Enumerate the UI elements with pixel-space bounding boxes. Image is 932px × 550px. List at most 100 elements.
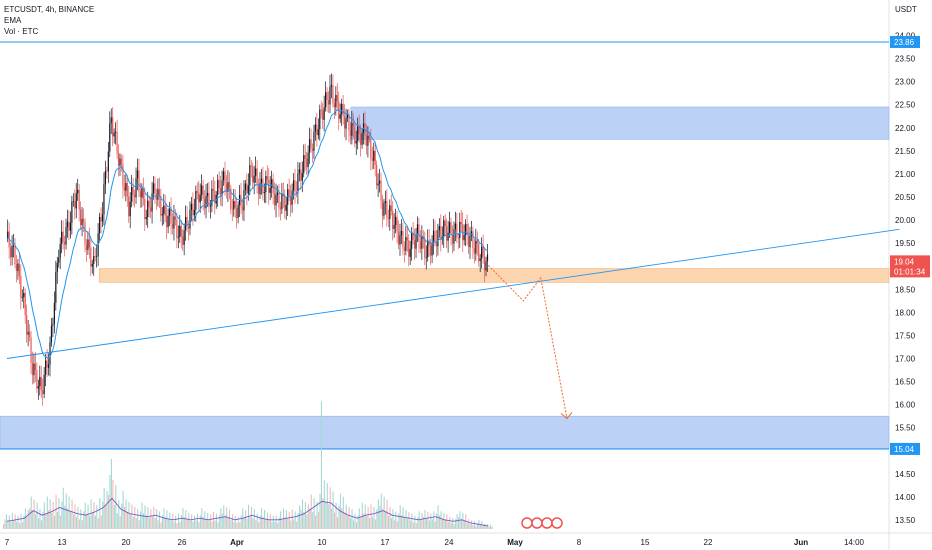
candle-body <box>71 201 73 223</box>
candle-body <box>288 189 290 197</box>
volume-bar <box>341 508 343 529</box>
candle-body <box>160 196 162 216</box>
countdown-text: 01:01:34 <box>894 267 926 276</box>
volume-bar <box>256 513 258 529</box>
volume-bar <box>318 511 320 529</box>
candle-body <box>409 248 411 257</box>
time-tick-label: 15 <box>641 538 650 547</box>
volume-bar <box>430 513 432 529</box>
symbol-label[interactable]: ETCUSDT, 4h, BINANCE <box>4 5 95 14</box>
volume-bar <box>116 513 118 529</box>
volume-bar <box>108 494 110 529</box>
volume-bar <box>175 515 177 529</box>
volume-bar <box>77 506 79 529</box>
volume-bar <box>405 510 407 529</box>
volume-bar <box>99 498 101 529</box>
volume-bar <box>300 509 302 529</box>
volume-bar <box>290 520 292 529</box>
volume-bar <box>176 523 178 529</box>
candle-body <box>370 138 372 159</box>
candle-body <box>432 230 435 243</box>
candle-body <box>231 208 233 210</box>
candle-body <box>268 179 270 193</box>
candle-body <box>117 153 120 166</box>
volume-bar <box>418 511 420 529</box>
candle-body <box>478 243 480 262</box>
candle-body <box>104 170 107 185</box>
currency-label[interactable]: USDT <box>895 5 917 14</box>
volume-bar <box>250 506 252 529</box>
volume-bar <box>369 518 371 529</box>
candle-body <box>481 246 483 259</box>
candle-body <box>463 235 465 241</box>
volume-bar <box>172 514 174 529</box>
trendline[interactable] <box>6 228 900 359</box>
time-tick-label: 24 <box>445 538 454 547</box>
candle-body <box>112 117 114 137</box>
volume-bar <box>278 517 280 529</box>
candle-body <box>440 225 442 240</box>
volume-bar <box>151 515 153 529</box>
volume-indicator-label[interactable]: Vol · ETC <box>4 27 39 36</box>
volume-bar <box>132 516 134 529</box>
candle-body <box>107 151 109 172</box>
volume-bar <box>354 513 356 529</box>
candle-body <box>451 234 454 244</box>
candle-body <box>294 180 296 193</box>
volume-bar <box>84 502 86 529</box>
time-tick-label: 17 <box>381 538 390 547</box>
volume-bar <box>65 493 67 529</box>
candle-body <box>220 187 222 196</box>
candle-body <box>17 263 19 271</box>
event-marker-icon[interactable] <box>551 517 563 529</box>
volume-bar <box>17 515 19 529</box>
candle-body <box>303 155 305 174</box>
volume-bar <box>21 522 24 529</box>
projection-path[interactable] <box>487 264 568 419</box>
candle-body <box>63 241 66 245</box>
time-tick-label: 10 <box>318 538 327 547</box>
volume-bar <box>217 522 219 529</box>
candle-body <box>39 376 41 387</box>
candle-body <box>45 360 47 375</box>
candle-body <box>438 225 440 231</box>
candle-body <box>142 188 144 200</box>
volume-bar <box>377 499 379 529</box>
candle-body <box>14 245 16 265</box>
volume-bar <box>52 502 54 529</box>
volume-bar <box>199 515 201 529</box>
volume-bar <box>361 502 363 529</box>
event-marker-icon[interactable] <box>541 517 553 529</box>
candle-body <box>158 189 160 197</box>
candle-body <box>30 337 32 363</box>
volume-bar <box>161 515 164 529</box>
current-price-text: 19.04 <box>894 257 915 266</box>
candle-body <box>330 85 333 87</box>
candle-body <box>113 132 115 137</box>
volume-bar <box>335 502 337 529</box>
candle-body <box>61 231 63 244</box>
ema-indicator-label[interactable]: EMA <box>4 16 22 25</box>
candle-body <box>201 185 203 195</box>
candle-body <box>180 225 182 237</box>
event-marker-icon[interactable] <box>531 517 543 529</box>
volume-bar <box>455 519 457 529</box>
candle-body <box>34 363 37 371</box>
candle-body <box>352 122 354 127</box>
candle-body <box>448 222 451 233</box>
price-tick-label: 21.50 <box>895 147 916 156</box>
volume-bar <box>249 515 251 529</box>
volume-bar <box>296 521 298 529</box>
candle-body <box>415 234 417 249</box>
volume-bar <box>488 526 490 529</box>
candle-body <box>246 183 248 194</box>
volume-bar <box>449 516 451 529</box>
candle-body <box>247 185 249 194</box>
volume-bar <box>58 498 60 529</box>
volume-bar <box>153 506 155 529</box>
event-marker-icon[interactable] <box>521 517 533 529</box>
volume-bar <box>326 483 328 529</box>
volume-bar <box>140 511 142 529</box>
volume-bar <box>156 509 158 529</box>
